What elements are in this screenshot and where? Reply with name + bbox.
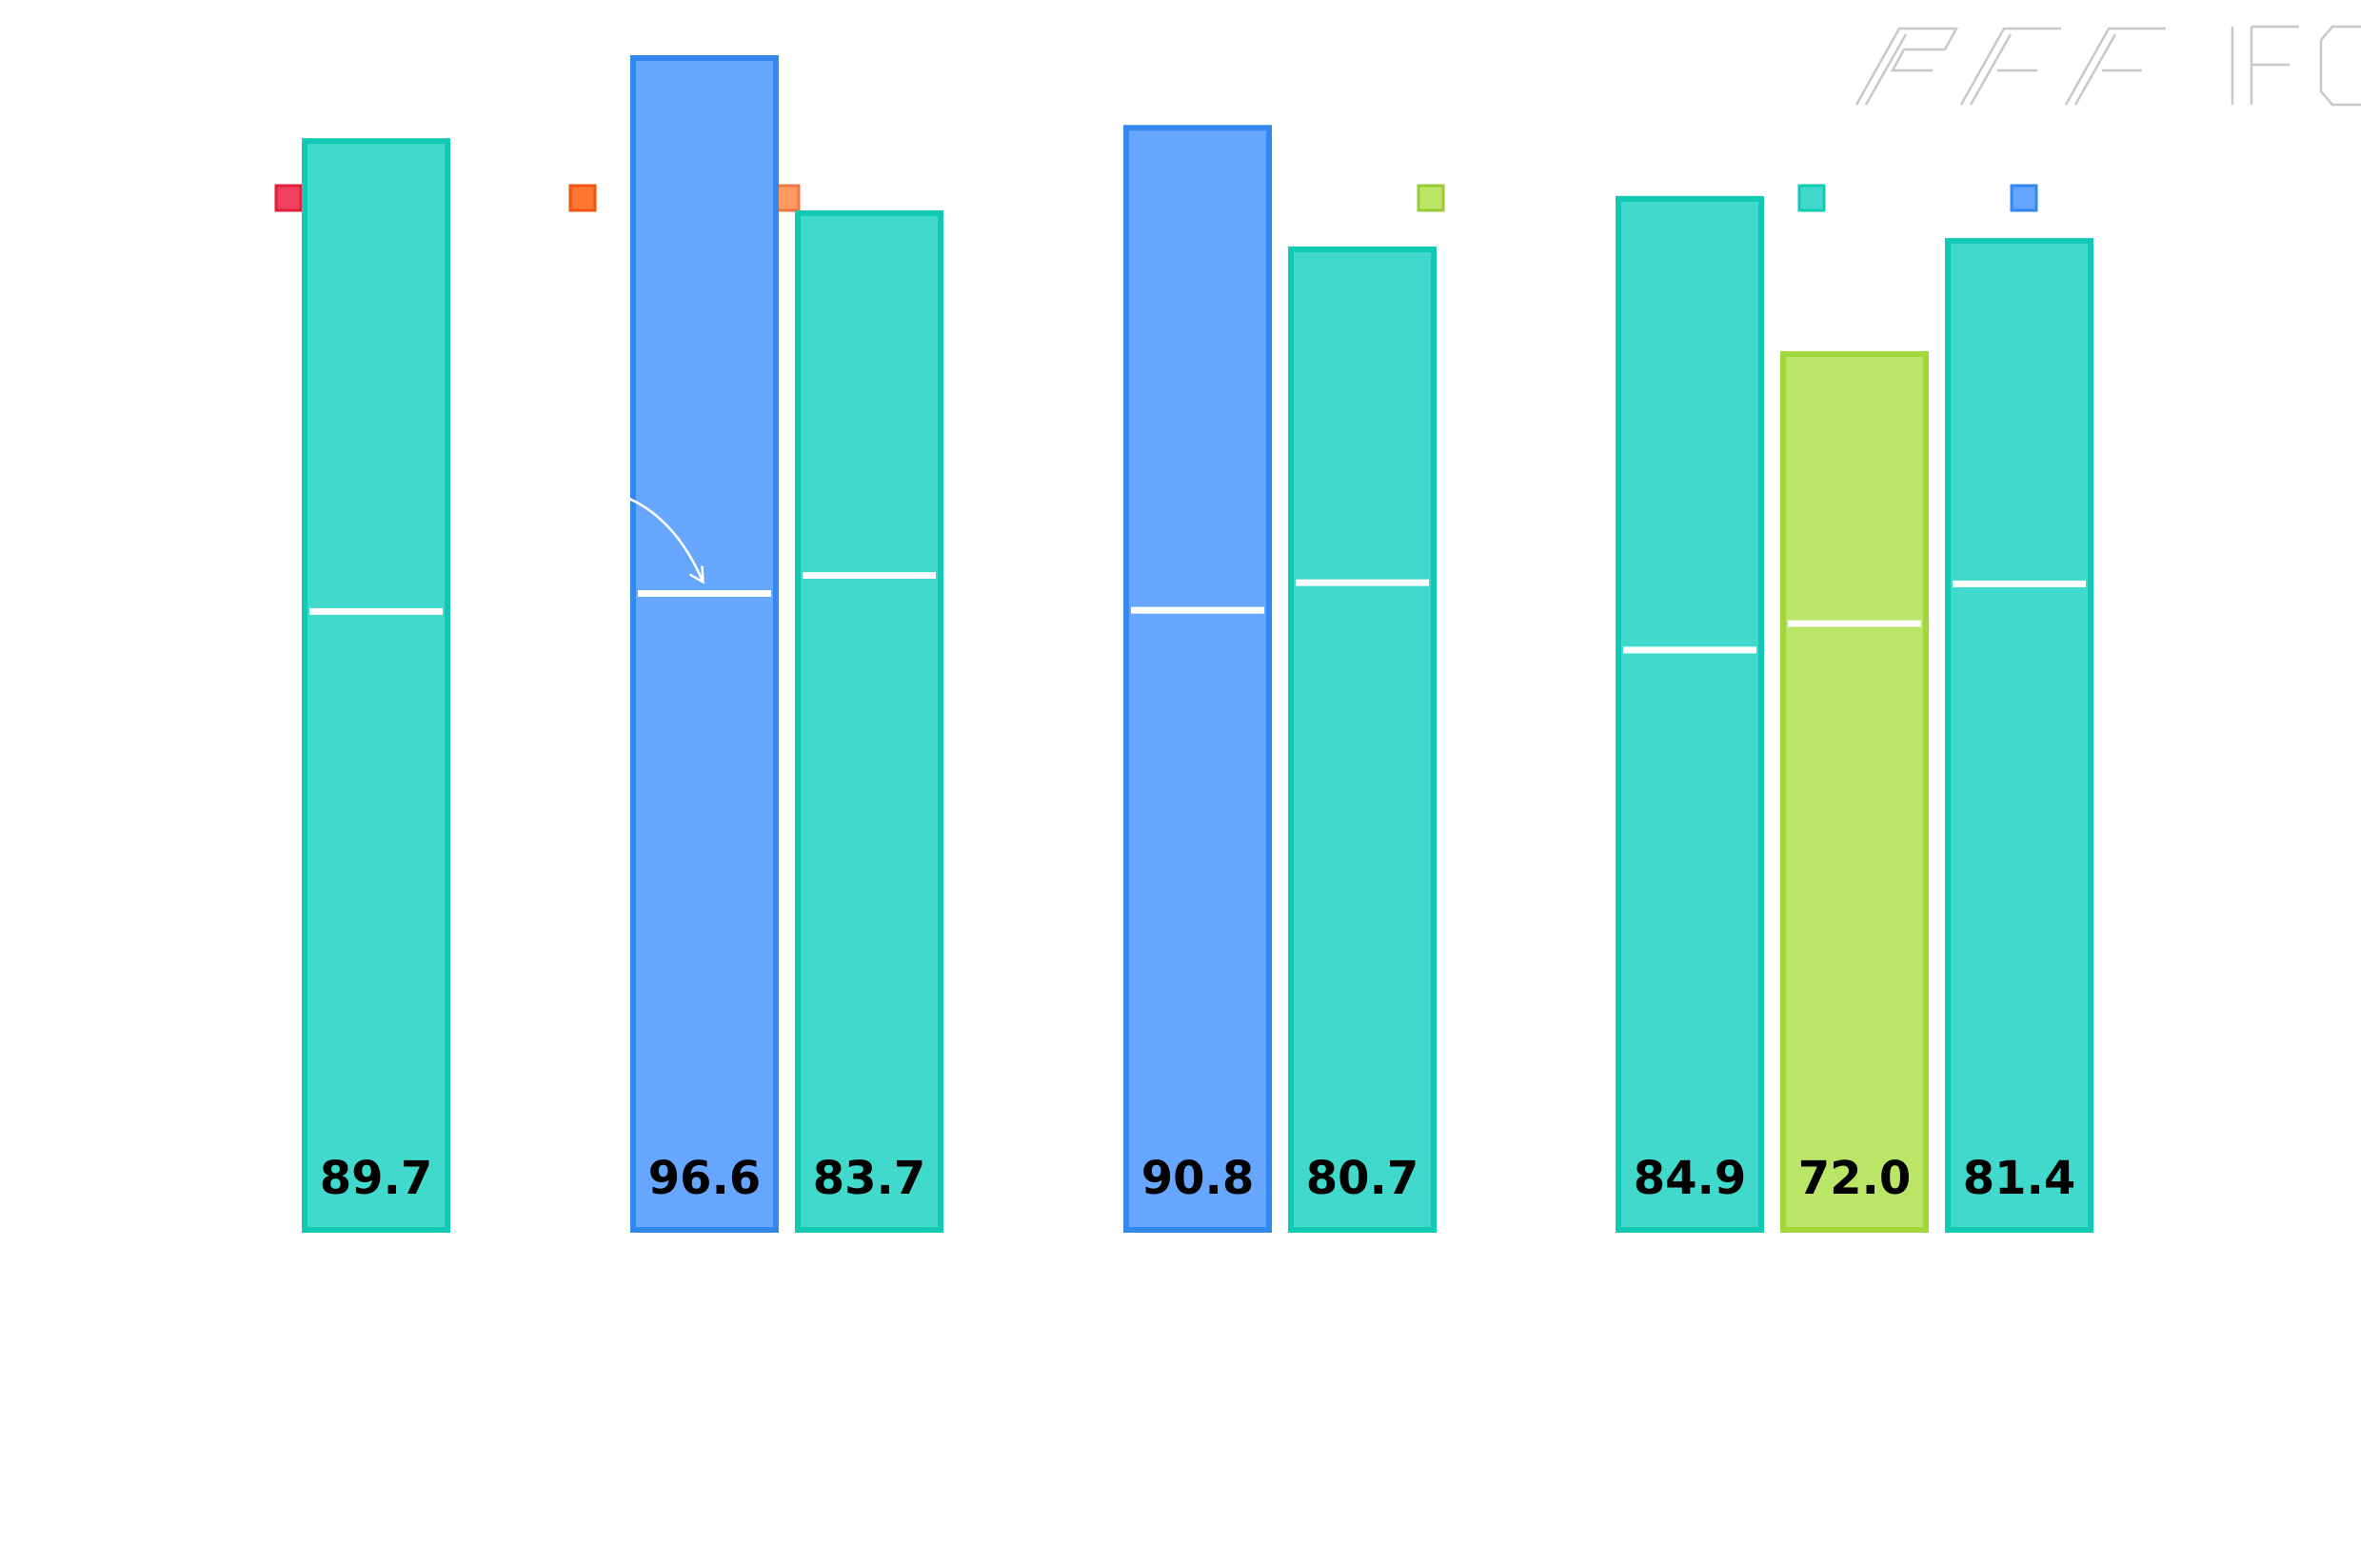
- bar-89-7: [302, 138, 450, 1233]
- legend-swatch-teal: [1797, 184, 1826, 212]
- bar-96-6: [630, 54, 779, 1234]
- legend-swatch-light-green: [1417, 184, 1445, 212]
- bar-90-8: [1123, 125, 1272, 1234]
- bar-label-89-7: 89.7: [320, 1152, 432, 1205]
- legend-swatch-dark-orange: [568, 184, 597, 212]
- bar-72-0: [1780, 350, 1929, 1234]
- annotation-arrow: [627, 497, 704, 583]
- bar-81-4: [1945, 238, 2093, 1233]
- bar-80-7: [1288, 246, 1437, 1233]
- legend-swatch-blue: [2010, 184, 2038, 212]
- bar-label-80-7: 80.7: [1306, 1152, 1418, 1205]
- legend-swatch-red: [274, 184, 303, 212]
- bar-label-90-8: 90.8: [1141, 1152, 1254, 1205]
- annotation-arrowhead: [688, 565, 704, 584]
- bar-label-84-9: 84.9: [1634, 1152, 1746, 1205]
- bar-label-72-0: 72.0: [1798, 1152, 1911, 1205]
- pff-fc-logo: [1854, 25, 2361, 107]
- bars: 89.7 96.6 83.7 90.8 80.7 84.9 72.0 81.4: [302, 54, 2093, 1234]
- annotation: [627, 497, 704, 584]
- bar-label-83-7: 83.7: [813, 1152, 925, 1205]
- bar-84-9: [1616, 195, 1764, 1233]
- bar-label-96-6: 96.6: [648, 1152, 761, 1205]
- bar-label-81-4: 81.4: [1963, 1152, 2075, 1205]
- bar-83-7: [795, 210, 943, 1234]
